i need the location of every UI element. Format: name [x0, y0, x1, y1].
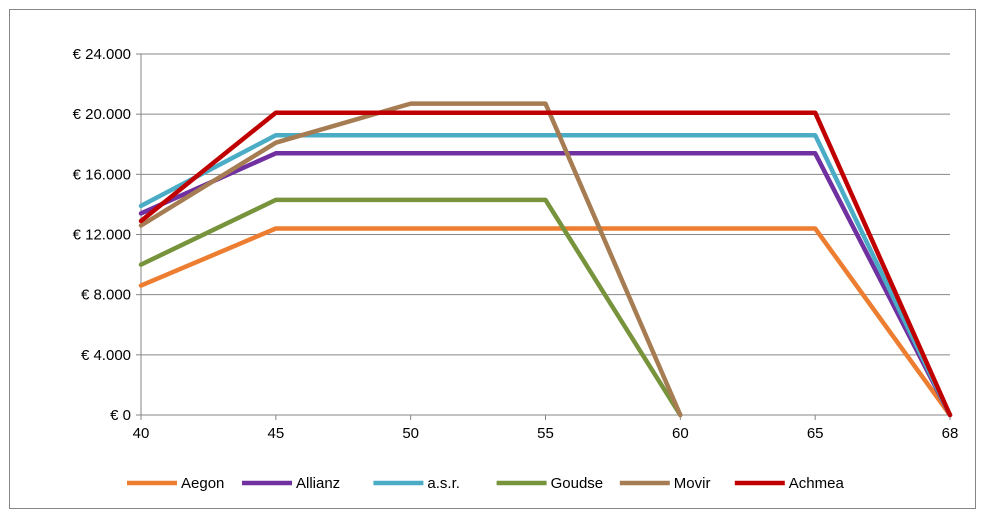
legend-label-goudse: Goudse — [551, 475, 604, 492]
y-tick-label: € 20.000 — [73, 106, 131, 123]
y-tick-label: € 4.000 — [81, 347, 131, 364]
series-line-movir — [138, 101, 683, 418]
x-tick-label: 65 — [807, 425, 824, 442]
y-tick-label: € 0 — [110, 407, 131, 424]
x-tick-label: 45 — [267, 425, 284, 442]
legend-label-aegon: Aegon — [181, 475, 224, 492]
y-tick-label: € 24.000 — [73, 46, 131, 63]
legend-label-movir: Movir — [674, 475, 711, 492]
x-tick-label: 60 — [672, 425, 689, 442]
legend-label-allianz: Allianz — [296, 475, 340, 492]
chart-frame: € 0 € 4.000 € 8.000 € 12.000 € 16.000 € 20.00… — [9, 9, 976, 509]
series-line-achmea — [138, 110, 953, 418]
legend-label-achmea: Achmea — [789, 475, 845, 492]
y-tick-label: € 8.000 — [81, 287, 131, 304]
line-chart: € 0 € 4.000 € 8.000 € 12.000 € 16.000 € 20.00… — [73, 46, 959, 492]
x-tick-label: 68 — [942, 425, 959, 442]
series-line-goudse — [138, 197, 683, 418]
x-tick-label: 55 — [537, 425, 554, 442]
series-line-a-s-r- — [138, 132, 953, 418]
y-tick-label: € 16.000 — [73, 166, 131, 183]
x-tick-label: 50 — [402, 425, 419, 442]
series-line-aegon — [138, 226, 953, 418]
y-tick-label: € 12.000 — [73, 227, 131, 244]
legend-label-a-s-r-: a.s.r. — [427, 475, 460, 492]
series-line-allianz — [138, 151, 953, 418]
x-tick-label: 40 — [133, 425, 150, 442]
